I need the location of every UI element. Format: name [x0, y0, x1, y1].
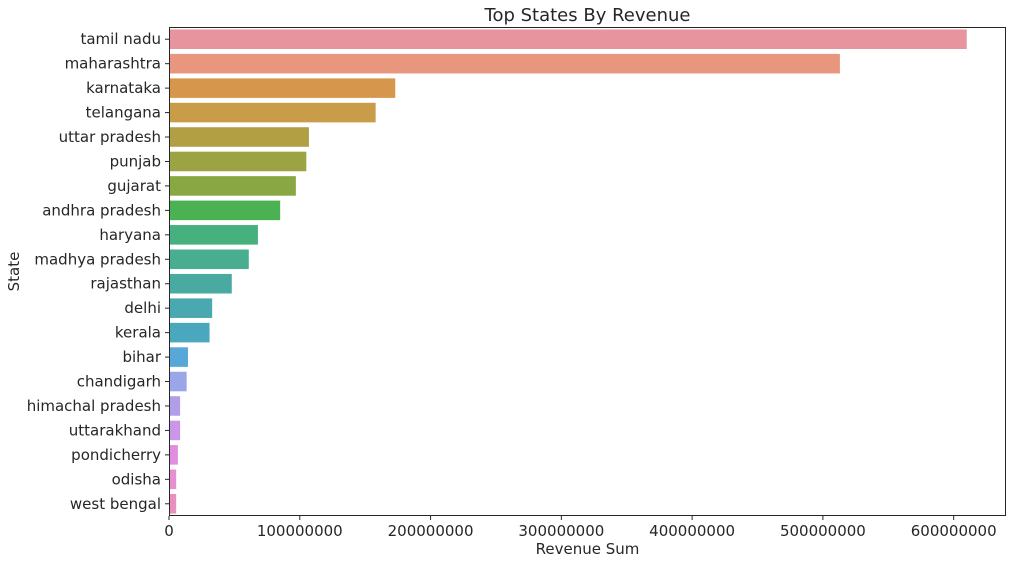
bar — [169, 200, 281, 221]
category-label: kerala — [115, 324, 161, 342]
category-label: delhi — [124, 299, 161, 317]
y-axis-title: State — [5, 252, 23, 292]
category-label: uttarakhand — [69, 421, 161, 439]
category-label: andhra pradesh — [42, 201, 161, 219]
category-label: telangana — [86, 104, 161, 122]
bar — [169, 469, 177, 490]
x-axis-title: Revenue Sum — [536, 540, 640, 558]
chart-title: Top States By Revenue — [484, 5, 691, 26]
category-label: madhya pradesh — [34, 250, 161, 268]
x-tick-label: 300000000 — [518, 522, 604, 540]
plot-frame — [169, 27, 1006, 516]
category-label: pondicherry — [71, 446, 161, 464]
bar — [169, 249, 249, 270]
x-axis-ticks: 0 100000000 200000000 300000000 400000000 500… — [164, 516, 997, 540]
x-tick-label: 500000000 — [780, 522, 866, 540]
category-label: himachal pradesh — [27, 397, 161, 415]
category-label: gujarat — [107, 177, 161, 195]
category-label: rajasthan — [90, 275, 161, 293]
x-tick-label: 600000000 — [911, 522, 997, 540]
bar — [169, 273, 232, 294]
category-label: west bengal — [70, 495, 161, 513]
category-label: uttar pradesh — [59, 128, 161, 146]
bar — [169, 371, 187, 392]
x-tick-label: 100000000 — [257, 522, 343, 540]
bar — [169, 225, 258, 245]
bars-group — [169, 29, 967, 514]
category-label: maharashtra — [65, 55, 161, 73]
bar — [169, 420, 181, 441]
category-label: karnataka — [86, 79, 161, 97]
category-label: bihar — [122, 348, 161, 366]
bar — [169, 102, 376, 123]
x-tick-label: 0 — [164, 522, 174, 540]
category-label: punjab — [110, 152, 161, 170]
bar — [169, 493, 177, 514]
bar — [169, 151, 307, 172]
category-label: chandigarh — [77, 373, 161, 391]
bar — [169, 322, 210, 343]
x-tick-label: 400000000 — [649, 522, 735, 540]
bar — [169, 127, 309, 147]
category-label: haryana — [99, 226, 161, 244]
x-tick-label: 200000000 — [388, 522, 474, 540]
category-label: tamil nadu — [80, 30, 161, 48]
bar — [169, 78, 396, 98]
bar — [169, 347, 188, 367]
bar — [169, 396, 181, 416]
bar — [169, 53, 840, 74]
bar — [169, 445, 178, 465]
bar — [169, 176, 296, 196]
category-label: odisha — [112, 470, 161, 488]
bar — [169, 29, 967, 50]
category-labels: tamil nadu maharashtra karnataka telangana u… — [27, 30, 169, 513]
bar — [169, 298, 213, 318]
